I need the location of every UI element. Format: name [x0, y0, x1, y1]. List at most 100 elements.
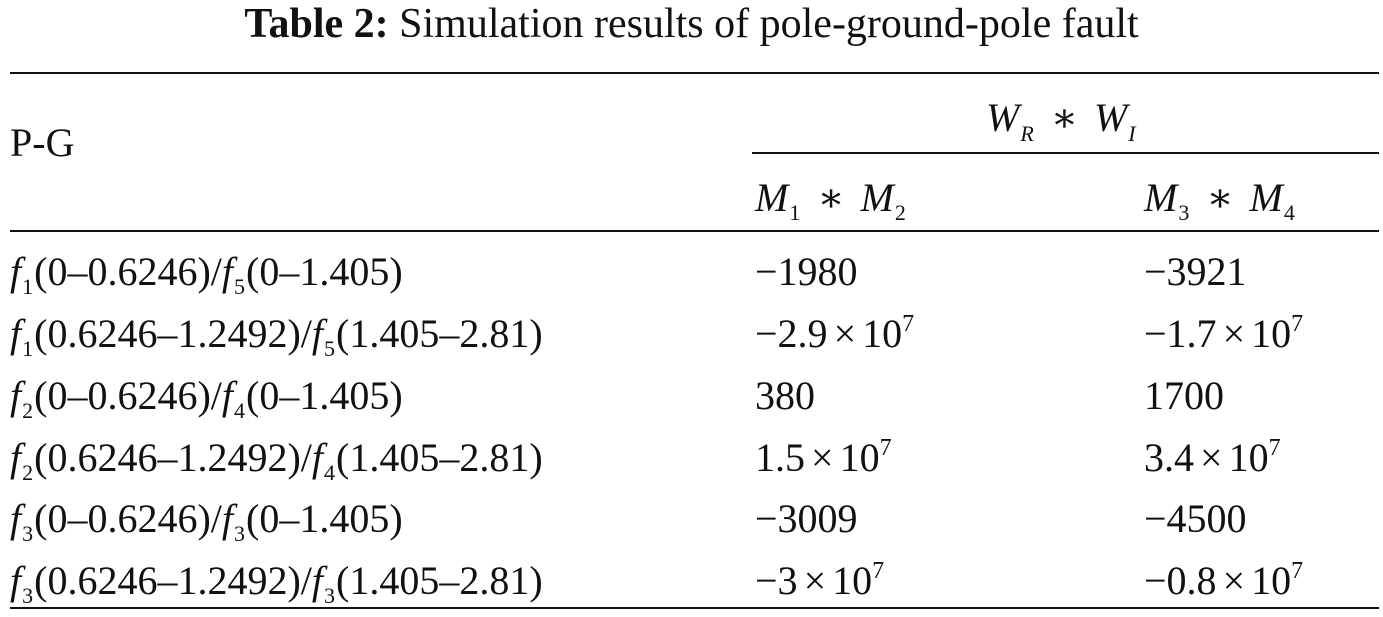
- row-func-b: f: [221, 373, 234, 418]
- value-mantissa: 1700: [1144, 373, 1224, 418]
- caption-label: Table 2:: [244, 1, 389, 47]
- caption-text: Simulation results of pole-ground-pole f…: [399, 1, 1139, 47]
- row-func-b: f: [311, 311, 324, 356]
- table-row-4-value-1: −3009: [755, 497, 858, 541]
- row-func-a-sub: 3: [22, 521, 34, 546]
- value-mantissa: −3921: [1144, 249, 1247, 294]
- group-header-a: W: [986, 95, 1020, 140]
- bottom-rule: [10, 607, 1379, 609]
- table-row-3-label: f2(0.6246–1.2492)/f4(1.405–2.81): [10, 436, 543, 486]
- value-base: 10: [839, 435, 880, 480]
- row-func-a-sub: 3: [22, 583, 34, 608]
- col1-b-sub: 2: [894, 200, 906, 225]
- value-mantissa: −3: [755, 558, 798, 603]
- table-row-2-value-2: 1700: [1144, 374, 1224, 418]
- group-header-b-sub: I: [1128, 121, 1136, 146]
- value-mantissa: 1.5: [755, 435, 805, 480]
- value-times: ×: [811, 435, 834, 480]
- table-row-4-label: f3(0–0.6246)/f3(0–1.405): [10, 497, 403, 547]
- value-mantissa: −3009: [755, 496, 858, 541]
- value-mantissa: −0.8: [1144, 558, 1217, 603]
- table-row-5-value-2: −0.8 × 107: [1144, 558, 1303, 609]
- row-func-a: f: [10, 435, 22, 480]
- row-func-a: f: [10, 496, 22, 541]
- group-rule: [752, 152, 1379, 154]
- value-times: ×: [1200, 435, 1223, 480]
- col1-a-sub: 1: [789, 200, 801, 225]
- table-row-1-value-1: −2.9 × 107: [755, 311, 915, 362]
- row-func-a-sub: 2: [22, 398, 34, 423]
- table-row-2-label: f2(0–0.6246)/f4(0–1.405): [10, 374, 403, 424]
- group-header-op: ∗: [1050, 95, 1078, 140]
- row-func-a: f: [10, 311, 22, 356]
- table-caption: Table 2: Simulation results of pole-grou…: [0, 0, 1383, 54]
- row-range-b: (0–1.405): [246, 249, 403, 294]
- table-row-1-label: f1(0.6246–1.2492)/f5(1.405–2.81): [10, 312, 543, 362]
- value-mantissa: −1.7: [1144, 311, 1217, 356]
- value-base: 10: [1251, 558, 1292, 603]
- table-row-4-value-2: −4500: [1144, 497, 1247, 541]
- value-base: 10: [1251, 311, 1292, 356]
- row-header-label: P-G: [10, 120, 75, 165]
- row-range-a: (0.6246–1.2492): [34, 435, 301, 480]
- col2-b: M: [1249, 175, 1283, 220]
- row-range-b: (0–1.405): [246, 496, 403, 541]
- row-range-a: (0–0.6246): [34, 249, 211, 294]
- table-row-0-value-2: −3921: [1144, 250, 1247, 294]
- row-range-a: (0–0.6246): [34, 496, 211, 541]
- column-header-1: M1 ∗ M2: [755, 176, 907, 226]
- row-func-b-sub: 3: [234, 521, 246, 546]
- group-header-b: W: [1093, 95, 1128, 140]
- value-mantissa: 380: [755, 373, 815, 418]
- table-row-3-value-1: 1.5 × 107: [755, 435, 892, 486]
- col2-a: M: [1144, 175, 1178, 220]
- row-range-b: (1.405–2.81): [336, 311, 543, 356]
- table-row-2-value-1: 380: [755, 374, 815, 418]
- value-times: ×: [833, 311, 857, 356]
- value-exponent: 7: [902, 311, 915, 337]
- row-range-a: (0.6246–1.2492): [34, 558, 301, 603]
- col1-a: M: [755, 175, 789, 220]
- row-func-b-sub: 5: [234, 274, 246, 299]
- col2-b-sub: 4: [1283, 200, 1295, 225]
- value-times: ×: [1222, 558, 1246, 603]
- row-func-b: f: [311, 558, 324, 603]
- value-exponent: 7: [1291, 311, 1304, 337]
- row-func-b: f: [221, 496, 234, 541]
- group-header: WR ∗ WI: [986, 95, 1137, 147]
- value-times: ×: [803, 558, 827, 603]
- row-func-a-sub: 2: [22, 460, 34, 485]
- row-slash: /: [300, 435, 312, 480]
- col2-op: ∗: [1206, 175, 1234, 220]
- value-mantissa: 3.4: [1144, 435, 1194, 480]
- row-slash: /: [300, 558, 312, 603]
- row-range-a: (0–0.6246): [34, 373, 211, 418]
- row-slash: /: [210, 249, 222, 294]
- col1-op: ∗: [817, 175, 845, 220]
- row-func-a-sub: 1: [22, 274, 34, 299]
- row-func-b-sub: 3: [324, 583, 336, 608]
- value-mantissa: −1980: [755, 249, 858, 294]
- table-row-5-label: f3(0.6246–1.2492)/f3(1.405–2.81): [10, 559, 543, 609]
- value-exponent: 7: [872, 558, 885, 584]
- value-times: ×: [1222, 311, 1246, 356]
- row-range-b: (0–1.405): [246, 373, 403, 418]
- row-func-b-sub: 4: [324, 460, 336, 485]
- row-func-a: f: [10, 249, 22, 294]
- column-header-2: M3 ∗ M4: [1144, 176, 1296, 226]
- row-range-b: (1.405–2.81): [336, 435, 543, 480]
- row-slash: /: [210, 373, 222, 418]
- row-header: P-G: [10, 121, 74, 165]
- row-range-b: (1.405–2.81): [336, 558, 543, 603]
- group-header-a-sub: R: [1020, 121, 1034, 146]
- row-slash: /: [300, 311, 312, 356]
- table-row-0-label: f1(0–0.6246)/f5(0–1.405): [10, 250, 403, 300]
- value-mantissa: −2.9: [755, 311, 828, 356]
- value-exponent: 7: [1268, 435, 1281, 461]
- table-row-5-value-1: −3 × 107: [755, 558, 885, 609]
- value-mantissa: −4500: [1144, 496, 1247, 541]
- col1-b: M: [860, 175, 894, 220]
- row-func-b: f: [311, 435, 324, 480]
- row-func-b-sub: 4: [234, 398, 246, 423]
- row-func-a: f: [10, 558, 22, 603]
